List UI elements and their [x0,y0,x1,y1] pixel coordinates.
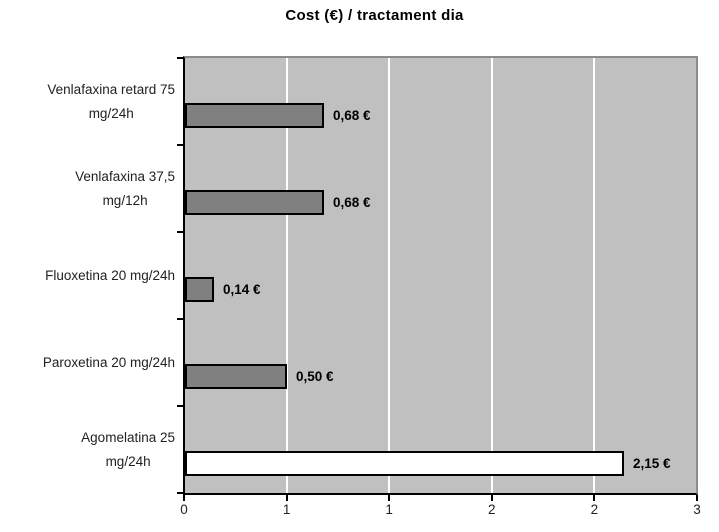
category-label: Venlafaxina retard 75 mg/24h [47,81,175,121]
bar-value-label: 0,14 € [223,282,261,297]
gridline [286,58,289,493]
y-axis-tick [177,318,184,320]
x-axis-tick [593,495,596,501]
bar [185,364,287,389]
bar-value-label: 0,50 € [296,369,334,384]
bar-value-label: 2,15 € [633,456,671,471]
bar-value-label: 0,68 € [333,108,371,123]
plot-area: 0,68 € 0,68 € 0,14 € 0,50 € 2,15 € [183,56,698,495]
category-label: Agomelatina 25 mg/24h [81,429,175,469]
y-axis-tick [177,405,184,407]
x-axis-tick [183,495,185,501]
category-label: Fluoxetina 20 mg/24h [45,267,175,283]
y-axis-tick [177,231,184,233]
gridline [388,58,391,493]
bar-value-label: 0,68 € [333,195,371,210]
x-tick-label: 2 [488,502,496,517]
category-label: Venlafaxina 37,5 mg/12h [75,168,175,208]
chart-title: Cost (€) / tractament dia [285,7,464,24]
gridline [490,58,493,493]
bar [185,103,324,128]
x-axis-tick [285,495,288,501]
x-tick-label: 2 [590,502,599,517]
y-axis-tick [177,57,184,59]
bar [185,277,214,302]
gridline [592,58,595,493]
x-tick-label: 1 [385,502,393,517]
x-tick-label: 3 [693,502,701,517]
x-tick-label: 0 [180,502,188,517]
x-axis-tick [696,495,698,501]
category-label: Paroxetina 20 mg/24h [42,354,175,370]
x-axis-tick [490,495,493,501]
y-axis-tick [177,144,184,146]
x-tick-label: 1 [282,502,291,517]
y-axis-tick [177,492,184,494]
x-axis-tick [388,495,391,501]
bar [185,190,324,215]
bar [185,451,624,476]
plot-inner: 0,68 € 0,68 € 0,14 € 0,50 € 2,15 € [185,58,696,493]
